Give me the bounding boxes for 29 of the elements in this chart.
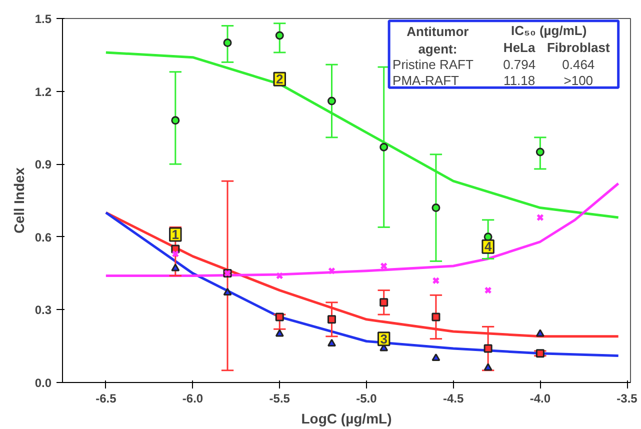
annotation: 1 bbox=[172, 226, 180, 242]
x-tick-label: -4.5 bbox=[442, 392, 464, 406]
annotation: 0.464 bbox=[562, 57, 595, 72]
x-tick-label: -5.5 bbox=[269, 392, 290, 406]
y-tick-label: 1.5 bbox=[34, 12, 52, 26]
y-tick-label: 0.0 bbox=[34, 376, 52, 390]
annotation: PMA-RAFT bbox=[392, 72, 460, 88]
annotation: 3 bbox=[380, 331, 388, 346]
annotation: Antitumor agent: bbox=[406, 24, 469, 56]
x-tick-label: -5.0 bbox=[356, 392, 378, 406]
annotation: IC₅₀ (µg/mL) bbox=[511, 23, 587, 38]
x-tick-label: -6.5 bbox=[96, 392, 117, 406]
annotation: Pristine RAFT bbox=[392, 57, 474, 72]
x-axis-title: LogC (µg/mL) bbox=[301, 410, 392, 426]
annotation: 11.18 bbox=[504, 72, 536, 88]
y-tick-label: 0.3 bbox=[34, 303, 52, 318]
annotation: 4 bbox=[484, 239, 492, 254]
x-tick-label: -3.5 bbox=[616, 392, 638, 406]
y-tick-label: 0.9 bbox=[34, 158, 52, 172]
y-axis-title: Cell Index bbox=[10, 167, 27, 234]
annotation: HeLa bbox=[503, 40, 536, 56]
y-tick-label: 1.2 bbox=[34, 84, 52, 99]
annotation: 0.794 bbox=[503, 57, 536, 72]
annotation: 2 bbox=[276, 72, 284, 87]
annotation: >100 bbox=[564, 72, 594, 88]
x-tick-label: -4.0 bbox=[530, 392, 551, 406]
x-tick-label: -6.0 bbox=[182, 392, 204, 406]
y-tick-label: 0.6 bbox=[34, 230, 52, 244]
annotation: Fibroblast bbox=[546, 40, 610, 56]
